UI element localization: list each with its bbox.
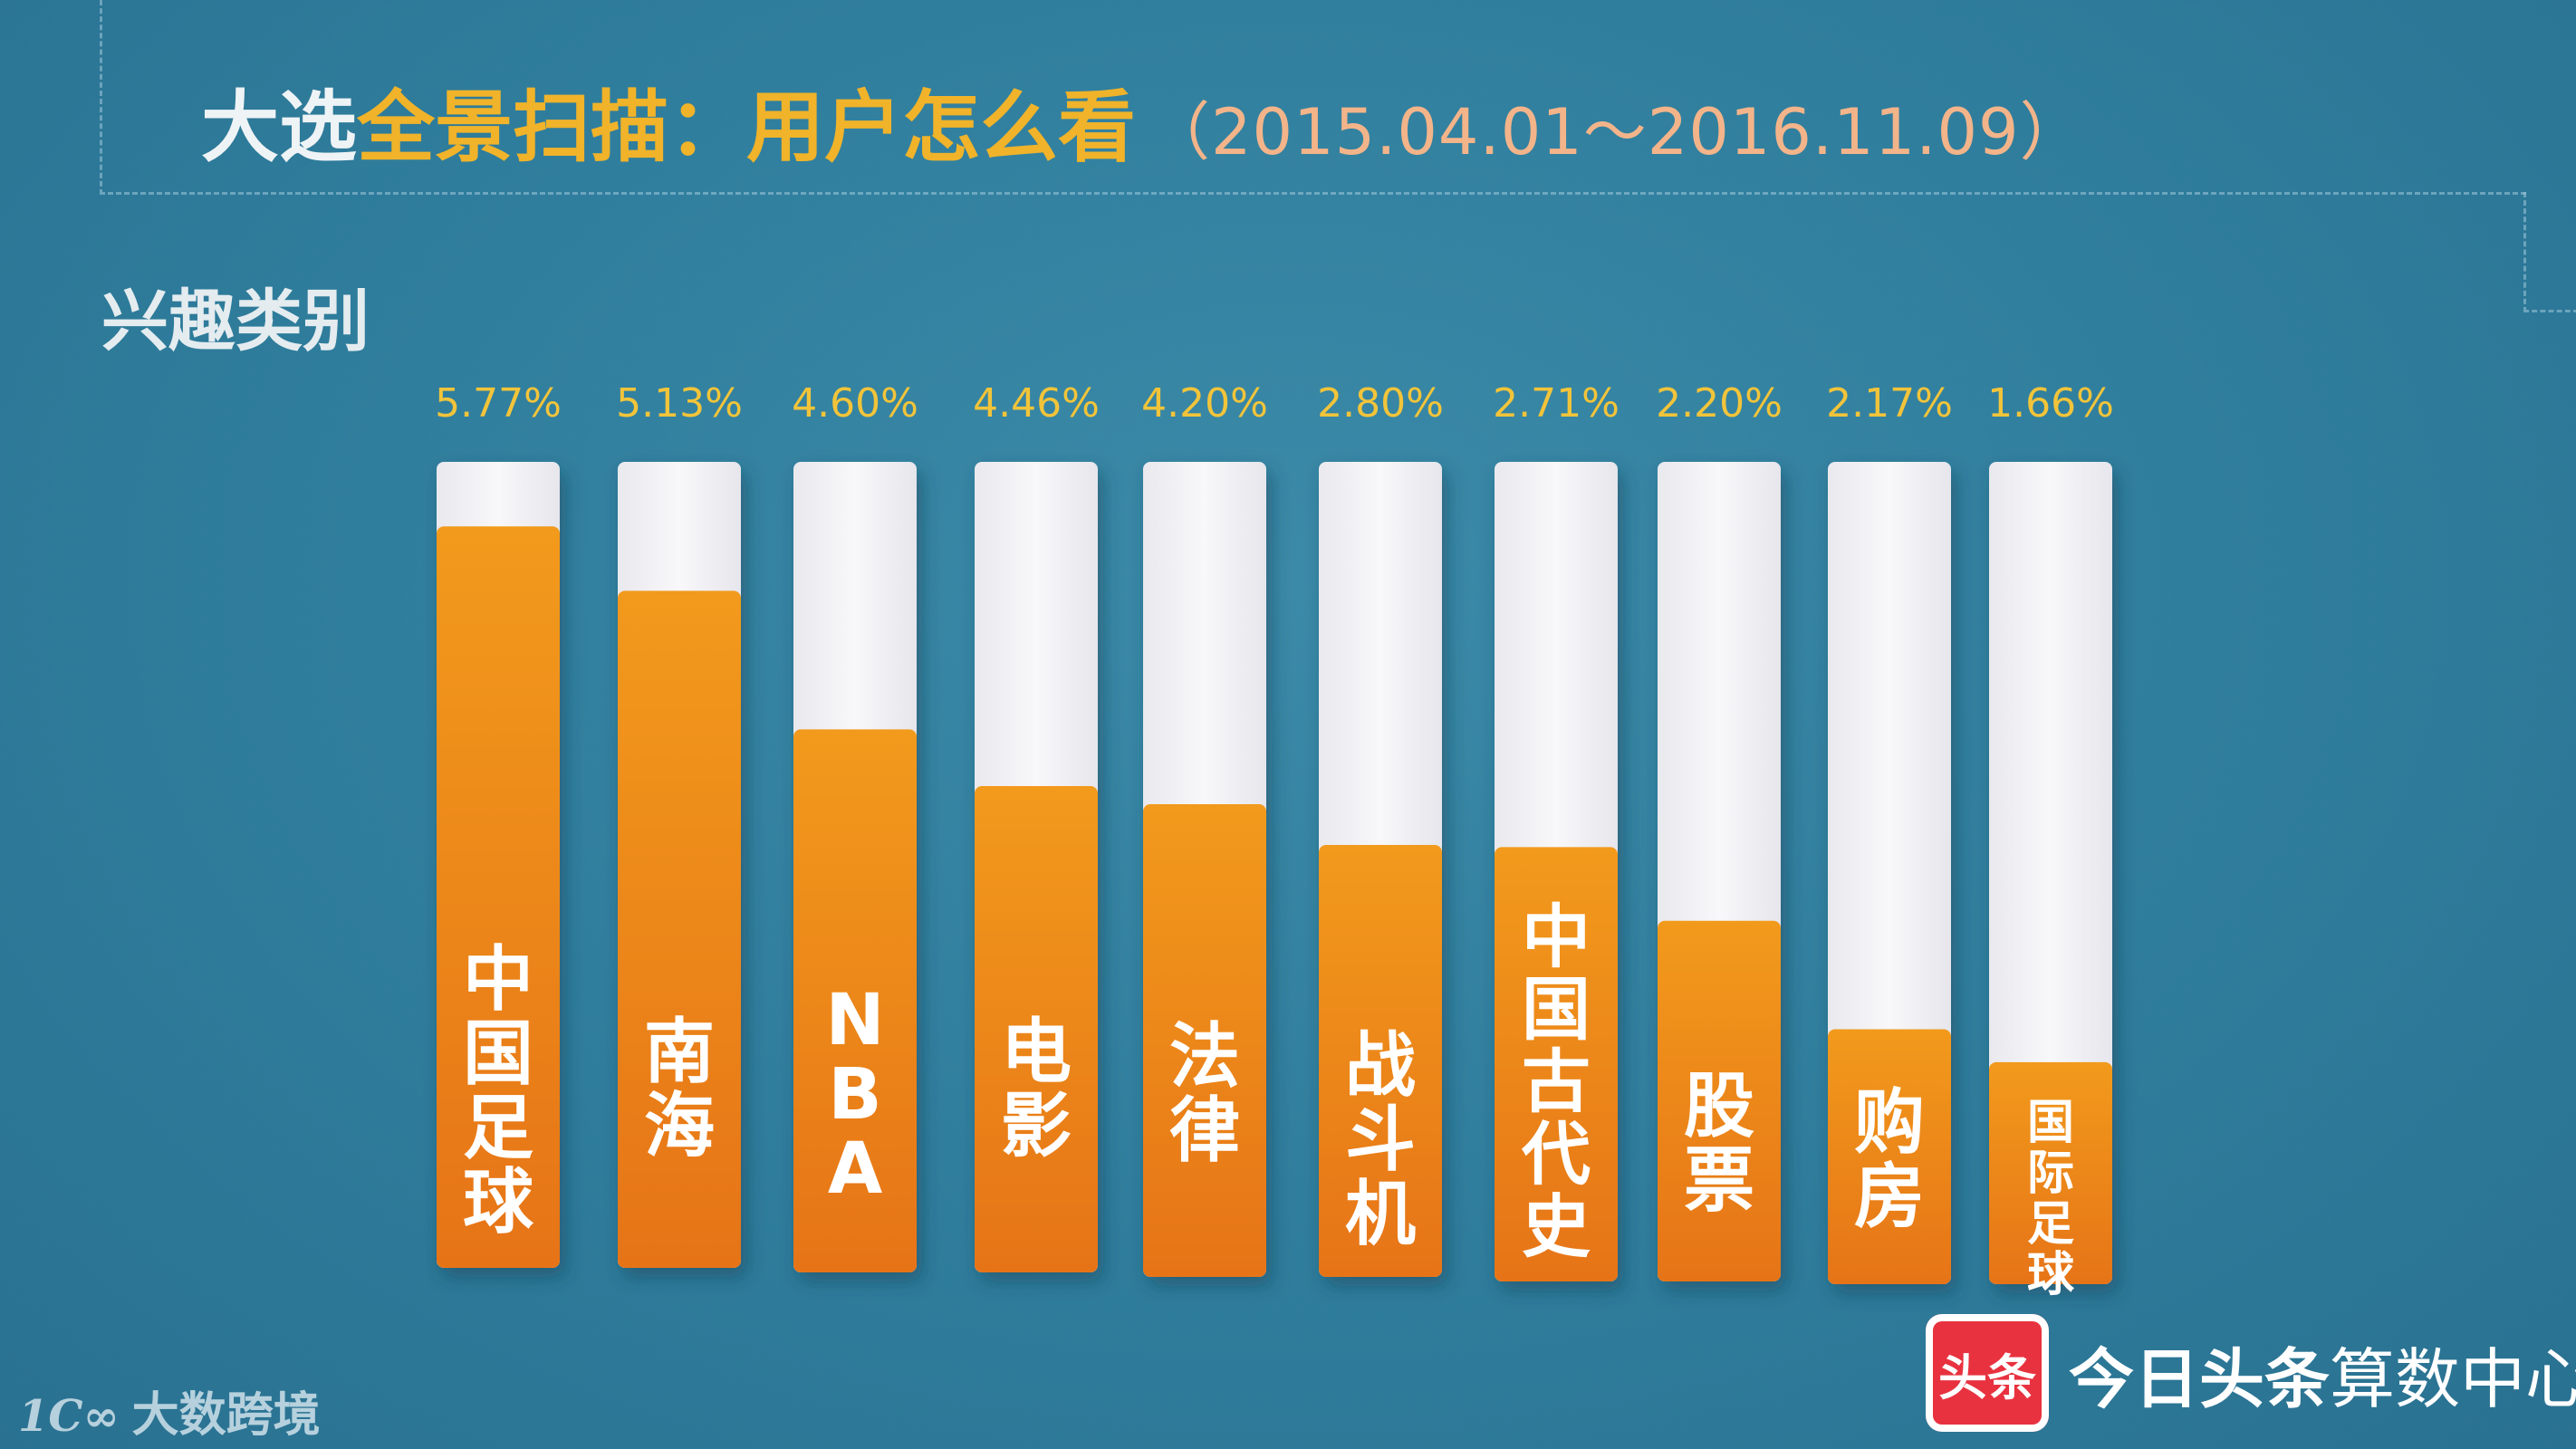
title-period: （2015.04.01～2016.11.09） — [1147, 95, 2084, 169]
bar-value-label: 4.20% — [1141, 380, 1268, 427]
bar-group: 5.77% 中国足球 — [435, 380, 562, 1268]
bar-fill — [975, 786, 1098, 1272]
bar-fill — [1658, 920, 1781, 1281]
bar-group: 2.80% 战斗机 — [1317, 380, 1444, 1277]
toutiao-brand: 今日头条算数中心 — [2069, 1326, 2576, 1421]
bar-value-label: 5.77% — [435, 380, 562, 427]
bar-category-label: 中国足球 — [463, 939, 534, 1243]
bar-value-label: 4.46% — [973, 380, 1100, 427]
bar-value-label: 1.66% — [1987, 380, 2114, 427]
bar-group: 4.60% N B A — [792, 380, 918, 1272]
bar-group: 4.20% 法律 — [1141, 380, 1268, 1277]
bar-category-label: 南海 — [644, 1012, 715, 1167]
toutiao-brand-name: 今日头条 — [2069, 1340, 2331, 1417]
bar-value-label: 2.80% — [1317, 380, 1444, 427]
title-part-2: 全景扫描：用户怎么看 — [357, 82, 1136, 173]
bar-fill — [1319, 845, 1442, 1277]
bar-fill — [1143, 804, 1266, 1277]
bar-category-label: 电影 — [1001, 1012, 1072, 1167]
bar-fill — [437, 526, 560, 1268]
bar-value-label: 2.71% — [1493, 380, 1620, 427]
title-frame-corner — [2523, 192, 2576, 312]
bar-value-label: 2.20% — [1656, 380, 1783, 427]
dashujk-logo: 1Ⅽ∞ 大数跨境 — [18, 1377, 321, 1444]
bar-fill — [793, 729, 917, 1272]
bar-category-label: 股票 — [1684, 1066, 1754, 1222]
bar-group: 2.17% 购房 — [1826, 380, 1953, 1284]
toutiao-badge-icon: 头条 — [1926, 1314, 2049, 1432]
bar-category-label: 购房 — [1854, 1082, 1925, 1238]
bar-group: 2.71% 中国古代史 — [1493, 380, 1620, 1281]
toutiao-badge-text: 头条 — [1938, 1348, 2036, 1406]
title-part-1: 大选 — [201, 82, 357, 173]
dashujk-logo-text: 大数跨境 — [131, 1388, 321, 1443]
bar-category-label: 中国古代史 — [1521, 897, 1591, 1267]
bar-fill — [1989, 1061, 2112, 1284]
bar-group: 4.46% 电影 — [973, 380, 1100, 1272]
bar-fill — [1828, 1029, 1951, 1284]
toutiao-brand-suffix: 算数中心 — [2330, 1340, 2576, 1417]
bar-value-label: 2.17% — [1826, 380, 1953, 427]
bar-group: 5.13% 南海 — [616, 380, 743, 1268]
bar-category-label: 国际足球 — [2027, 1096, 2075, 1302]
page-title: 大选全景扫描：用户怎么看 （2015.04.01～2016.11.09） — [201, 63, 2084, 173]
toutiao-logo: 头条 今日头条算数中心 — [1926, 1314, 2576, 1432]
bar-fill — [618, 590, 741, 1268]
title-frame — [100, 0, 2526, 195]
bar-value-label: 5.13% — [616, 380, 743, 427]
bar-category-label: 战斗机 — [1345, 1025, 1416, 1255]
bar-category-label: 法律 — [1169, 1016, 1240, 1172]
bar-value-label: 4.60% — [792, 380, 918, 427]
dashujk-logo-mark: 1Ⅽ∞ — [18, 1391, 120, 1442]
bar-group: 2.20% 股票 — [1656, 380, 1783, 1281]
bar-fill — [1495, 847, 1618, 1281]
chart-subtitle: 兴趣类别 — [101, 283, 370, 360]
bar-group: 1.66% 国际足球 — [1987, 380, 2114, 1302]
